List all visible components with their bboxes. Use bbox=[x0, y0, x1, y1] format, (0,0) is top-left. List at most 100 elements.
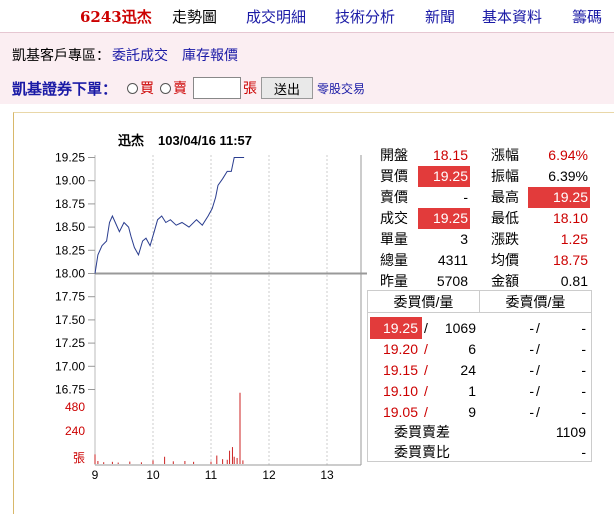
ask-price-5: - bbox=[529, 404, 534, 420]
odd-lot-link[interactable]: 零股交易 bbox=[317, 81, 366, 96]
tab-trade-details[interactable]: 成交明細 bbox=[246, 9, 307, 26]
ask-price-2: - bbox=[529, 341, 534, 357]
ask-sep-3: / bbox=[536, 362, 540, 378]
avg-value: 18.75 bbox=[552, 252, 588, 268]
ask-vol-3: - bbox=[581, 362, 586, 378]
last-label: 成交 bbox=[380, 210, 408, 226]
ask-vol-2: - bbox=[581, 341, 586, 357]
ask-vol-4: - bbox=[581, 383, 586, 399]
chart-header: 迅杰 103/04/16 11:57 bbox=[118, 130, 252, 149]
customer-zone: 凱基客戶專區： 委託成交 庫存報價 bbox=[12, 45, 238, 65]
chart-stock-name: 迅杰 bbox=[118, 133, 145, 148]
bid-price-2: 19.20 bbox=[382, 341, 418, 357]
bid-sep-3: / bbox=[424, 362, 428, 378]
order-book: 委買價/量 委賣價/量 19.25 / 1069 - / - 19.20 / 6… bbox=[367, 290, 592, 462]
high-label: 最高 bbox=[491, 189, 519, 205]
bid-sep-5: / bbox=[424, 404, 428, 420]
bid-vol-1: 1069 bbox=[444, 320, 476, 336]
price-tick-label: 16.75 bbox=[55, 383, 85, 397]
tab-technical-analysis[interactable]: 技術分析 bbox=[335, 9, 396, 26]
high-value: 19.25 bbox=[528, 187, 590, 208]
chart-datetime: 103/04/16 11:57 bbox=[158, 133, 252, 148]
low-label: 最低 bbox=[491, 210, 519, 226]
price-tick-label: 19.25 bbox=[55, 151, 85, 165]
time-tick-label: 13 bbox=[320, 468, 334, 482]
price-tick-label: 17.00 bbox=[55, 359, 85, 373]
bid-header: 委買價/量 bbox=[368, 291, 480, 313]
price-tick-label: 18.50 bbox=[55, 220, 85, 234]
change-label: 漲跌 bbox=[491, 231, 519, 247]
amp-label: 振幅 bbox=[491, 168, 519, 184]
ask-price-1: - bbox=[529, 320, 534, 336]
prev-vol-value: 5708 bbox=[436, 273, 468, 289]
bid-label: 買價 bbox=[380, 168, 408, 184]
top-nav: 6243迅杰 走勢圖 成交明細 技術分析 新聞 基本資料 籌碼 bbox=[0, 0, 614, 32]
open-value: 18.15 bbox=[432, 147, 468, 163]
unit-vol-value: 3 bbox=[460, 231, 468, 247]
prev-vol-label: 昨量 bbox=[380, 273, 408, 289]
bid-price-4: 19.10 bbox=[382, 383, 418, 399]
amp-value: 6.39% bbox=[548, 168, 588, 184]
time-axis: 9 10 11 12 13 bbox=[92, 468, 334, 482]
tab-chips[interactable]: 籌碼 bbox=[572, 9, 603, 26]
low-value: 18.10 bbox=[552, 210, 588, 226]
price-tick-label: 17.75 bbox=[55, 290, 85, 304]
order-status-link[interactable]: 委託成交 bbox=[112, 47, 168, 63]
ask-sep-4: / bbox=[536, 383, 540, 399]
ask-sep-1: / bbox=[536, 320, 540, 336]
tab-trend-chart[interactable]: 走勢圖 bbox=[172, 9, 218, 26]
time-tick-label: 9 bbox=[92, 468, 99, 482]
tab-news[interactable]: 新聞 bbox=[425, 9, 456, 26]
bid-sep-4: / bbox=[424, 383, 428, 399]
total-vol-label: 總量 bbox=[380, 252, 408, 268]
bid-sep-2: / bbox=[424, 341, 428, 357]
price-tick-label: 18.75 bbox=[55, 197, 85, 211]
last-value: 19.25 bbox=[418, 208, 470, 229]
chg-pct-label: 漲幅 bbox=[491, 147, 519, 163]
ask-label: 賣價 bbox=[380, 189, 408, 205]
ask-vol-5: - bbox=[581, 404, 586, 420]
change-value: 1.25 bbox=[560, 231, 588, 247]
customer-bar: 凱基客戶專區： 委託成交 庫存報價 凱基證券下單： 買 賣 張 送出 零股交易 bbox=[0, 32, 614, 104]
customer-zone-label: 凱基客戶專區： bbox=[12, 47, 110, 63]
avg-label: 均價 bbox=[491, 252, 519, 268]
time-tick-label: 10 bbox=[146, 468, 160, 482]
ask-price-4: - bbox=[529, 383, 534, 399]
volume-tick-label: 480 bbox=[65, 400, 85, 414]
ask-price-3: - bbox=[529, 362, 534, 378]
ratio-label: 委買賣比 bbox=[394, 444, 450, 460]
open-label: 開盤 bbox=[380, 147, 408, 163]
tab-basic-info[interactable]: 基本資料 bbox=[482, 9, 543, 26]
volume-tick-label: 張 bbox=[73, 451, 85, 465]
time-tick-label: 11 bbox=[205, 468, 218, 482]
grid bbox=[94, 155, 362, 466]
ask-value: - bbox=[463, 189, 468, 205]
order-form: 凱基證券下單： 買 賣 張 送出 零股交易 bbox=[12, 77, 365, 99]
sell-radio[interactable] bbox=[160, 82, 172, 94]
bid-price-3: 19.15 bbox=[382, 362, 418, 378]
diff-label: 委買賣差 bbox=[394, 424, 450, 440]
unit-vol-label: 單量 bbox=[380, 231, 408, 247]
amount-value: 0.81 bbox=[560, 273, 588, 289]
bid-value: 19.25 bbox=[418, 166, 470, 187]
send-button[interactable]: 送出 bbox=[261, 77, 314, 99]
ask-vol-1: - bbox=[581, 320, 586, 336]
price-tick-label: 17.50 bbox=[55, 313, 85, 327]
inventory-link[interactable]: 庫存報價 bbox=[182, 47, 238, 63]
content-panel bbox=[13, 112, 614, 514]
price-tick-label: 18.00 bbox=[55, 267, 85, 281]
volume-tick-label: 240 bbox=[65, 424, 85, 438]
diff-value: 1109 bbox=[555, 424, 586, 440]
bid-price-5: 19.05 bbox=[382, 404, 418, 420]
buy-radio[interactable] bbox=[127, 82, 139, 94]
total-vol-value: 4311 bbox=[437, 252, 468, 268]
quantity-input[interactable] bbox=[193, 77, 242, 99]
stock-title: 6243迅杰 bbox=[80, 8, 152, 26]
chg-pct-value: 6.94% bbox=[548, 147, 588, 163]
price-tick-label: 18.25 bbox=[55, 243, 85, 257]
sell-label: 賣 bbox=[173, 80, 188, 96]
bid-vol-2: 6 bbox=[468, 341, 476, 357]
bid-vol-5: 9 bbox=[468, 404, 476, 420]
order-form-title: 凱基證券下單： bbox=[12, 80, 118, 98]
volume-bars bbox=[94, 392, 244, 464]
